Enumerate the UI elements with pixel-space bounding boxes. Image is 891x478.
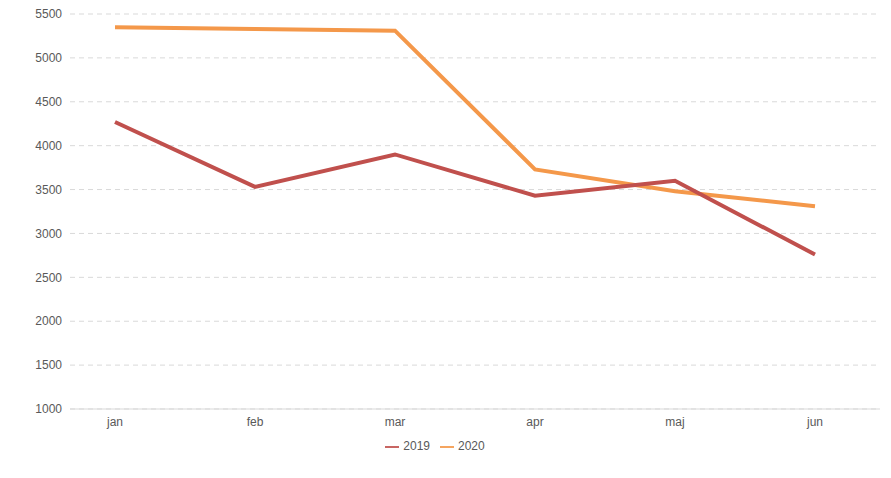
svg-text:mar: mar bbox=[385, 415, 406, 429]
svg-text:maj: maj bbox=[665, 415, 684, 429]
svg-text:1000: 1000 bbox=[35, 402, 62, 416]
svg-text:4000: 4000 bbox=[35, 139, 62, 153]
svg-text:2500: 2500 bbox=[35, 271, 62, 285]
svg-text:5500: 5500 bbox=[35, 7, 62, 21]
svg-text:5000: 5000 bbox=[35, 51, 62, 65]
svg-text:3000: 3000 bbox=[35, 227, 62, 241]
html-text:2020: 2020 bbox=[458, 439, 485, 453]
html-text:2019: 2019 bbox=[403, 439, 430, 453]
svg-text:1500: 1500 bbox=[35, 358, 62, 372]
svg-text:jan: jan bbox=[106, 415, 123, 429]
svg-text:2000: 2000 bbox=[35, 314, 62, 328]
svg-text:apr: apr bbox=[526, 415, 543, 429]
svg-text:3500: 3500 bbox=[35, 183, 62, 197]
svg-text:4500: 4500 bbox=[35, 95, 62, 109]
svg-text:feb: feb bbox=[247, 415, 264, 429]
svg-text:jun: jun bbox=[806, 415, 823, 429]
